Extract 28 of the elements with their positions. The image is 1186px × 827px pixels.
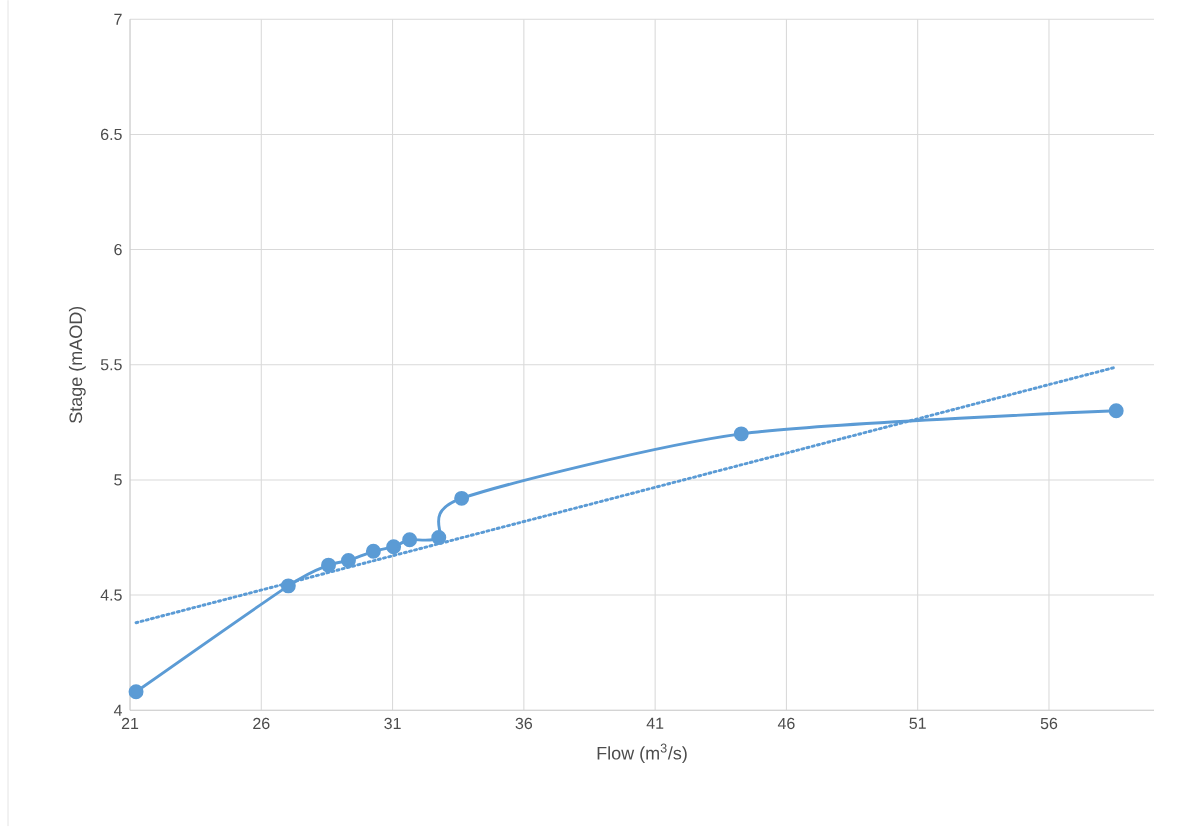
x-tick-label: 46 (777, 718, 795, 730)
x-tick-label: 26 (253, 718, 270, 730)
point (365, 544, 381, 560)
x-tick-label: 21 (121, 718, 139, 730)
point (128, 684, 144, 700)
point (454, 491, 470, 507)
point (1108, 403, 1124, 419)
y-tick-label: 4 (113, 704, 122, 716)
y-tick-label: 6 (114, 244, 122, 256)
point (386, 539, 402, 555)
point (321, 557, 336, 573)
y-tick-label: 4.5 (100, 589, 122, 601)
y-tick-label: 7 (114, 13, 122, 25)
x-tick-label: 56 (1040, 718, 1058, 730)
x-tick-label: 51 (909, 718, 926, 730)
y-tick-label: 5 (114, 474, 122, 486)
point (340, 553, 356, 569)
point (733, 426, 749, 442)
point (280, 578, 296, 594)
x-tick-label: 41 (646, 718, 664, 730)
y-tick-label: 5.5 (100, 359, 122, 371)
x-tick-label: 31 (384, 718, 401, 730)
x-axis-title: Flow (m$^{3}$/s) (597, 743, 687, 764)
point (431, 530, 447, 546)
x-tick-label: 36 (515, 718, 533, 730)
y-axis-title: Stage (mAOD) (68, 307, 86, 424)
y-tick-label: 6.5 (101, 129, 122, 141)
point (402, 532, 418, 548)
